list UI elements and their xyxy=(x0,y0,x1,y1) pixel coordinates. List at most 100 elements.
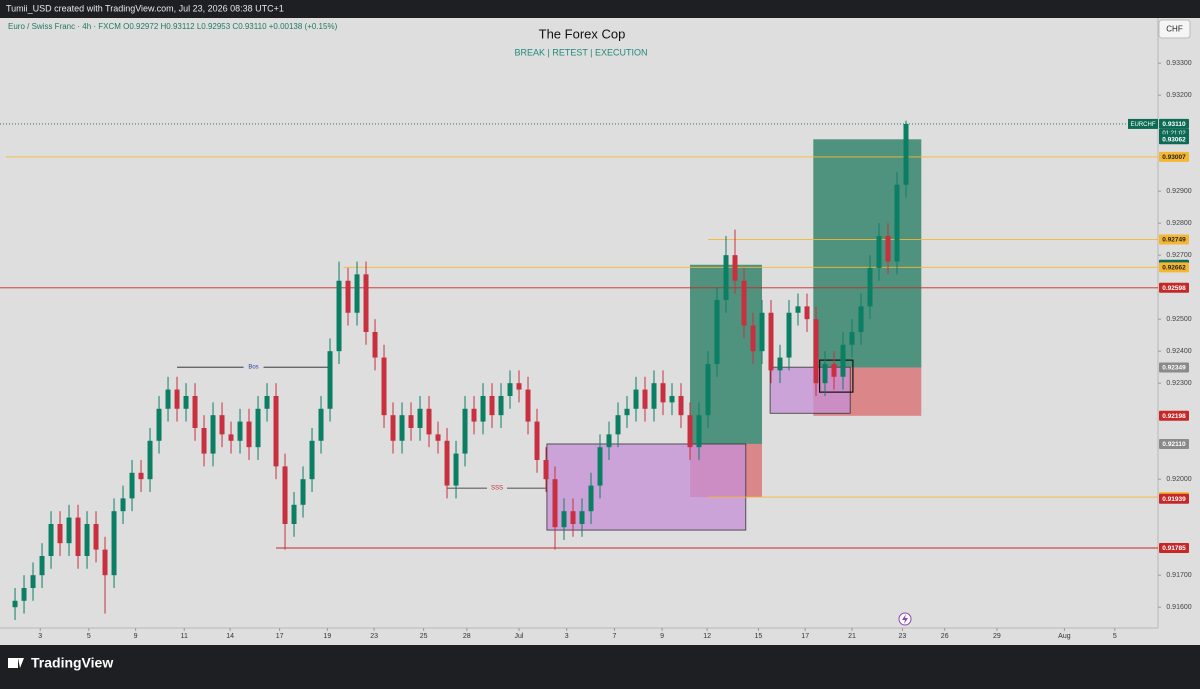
box xyxy=(819,359,854,393)
candle-body xyxy=(165,389,171,409)
candle-body xyxy=(246,421,252,448)
candle-body xyxy=(840,344,846,377)
candle-body xyxy=(885,235,891,262)
y-tick-label: 0.92700 xyxy=(1166,252,1191,259)
candle-body xyxy=(156,408,162,441)
candle-body xyxy=(21,587,27,601)
x-tick-label: Jul xyxy=(515,633,524,640)
candle-body xyxy=(30,575,36,588)
candle-body xyxy=(867,267,873,307)
candle-body xyxy=(822,363,828,384)
chart-area xyxy=(0,18,1200,645)
candle-body xyxy=(66,517,72,544)
price-label: 0.92749 xyxy=(1162,237,1186,244)
candle-body xyxy=(354,274,360,313)
x-tick-label: 17 xyxy=(801,633,809,640)
candle-body xyxy=(480,395,486,422)
candle-body xyxy=(714,299,720,364)
y-tick-label: 0.92000 xyxy=(1166,476,1191,483)
x-tick-label: 21 xyxy=(848,633,856,640)
y-tick-label: 0.92500 xyxy=(1166,316,1191,323)
x-tick-label: 7 xyxy=(612,633,616,640)
candle-body xyxy=(336,280,342,352)
price-label: 0.92198 xyxy=(1162,413,1186,420)
currency-button[interactable] xyxy=(1158,19,1191,39)
zone xyxy=(813,139,922,368)
candle-body xyxy=(741,280,747,326)
x-tick-label: 15 xyxy=(755,633,763,640)
candle-body xyxy=(687,415,693,448)
annotation-bg xyxy=(243,363,264,372)
candle-body xyxy=(633,389,639,409)
annotation-label: SSS xyxy=(491,486,503,492)
candle-body xyxy=(183,395,189,409)
annotation-bg xyxy=(486,484,507,493)
candle-body xyxy=(642,389,648,409)
price-label: 0.91785 xyxy=(1162,545,1186,552)
price-label: 0.93062 xyxy=(1162,137,1186,144)
candle-body xyxy=(570,511,576,524)
price-label-bg xyxy=(1159,234,1189,245)
y-tick-label: 0.92300 xyxy=(1166,380,1191,387)
candle-body xyxy=(624,408,630,416)
candle-body xyxy=(417,408,423,428)
price-label-bg xyxy=(1159,262,1189,273)
candle-body xyxy=(849,331,855,345)
candle-body xyxy=(444,440,450,486)
y-tick-label: 0.93200 xyxy=(1166,92,1191,99)
candle-body xyxy=(192,395,198,428)
candle-body xyxy=(597,447,603,486)
price-label: 0.92598 xyxy=(1162,285,1186,292)
candle-body xyxy=(462,408,468,454)
logo-mark xyxy=(18,658,24,668)
candle-body xyxy=(453,453,459,486)
y-tick-label: 0.91600 xyxy=(1166,604,1191,611)
candle-body xyxy=(129,472,135,499)
candle-body xyxy=(759,312,765,352)
currency-label: CHF xyxy=(1166,25,1183,34)
candle-body xyxy=(228,434,234,441)
candle-body xyxy=(282,466,288,524)
x-tick-label: 23 xyxy=(899,633,907,640)
candle-body xyxy=(291,504,297,524)
candle-body xyxy=(345,280,351,313)
candle-body xyxy=(858,306,864,332)
candle-body xyxy=(876,235,882,268)
candle-body xyxy=(750,325,756,352)
y-tick-label: 0.93300 xyxy=(1166,60,1191,67)
candle-body xyxy=(327,351,333,409)
symbol-info: Euro / Swiss Franc · 4h · FXCM O0.92972 … xyxy=(8,22,338,31)
x-tick-label: 9 xyxy=(660,633,664,640)
price-label: 0.93007 xyxy=(1162,154,1186,161)
x-tick-label: 3 xyxy=(38,633,42,640)
candle-body xyxy=(93,523,99,550)
candle-body xyxy=(615,415,621,435)
candle-body xyxy=(813,319,819,384)
candle-body xyxy=(534,421,540,460)
candle-body xyxy=(507,383,513,396)
logo-mark xyxy=(8,658,18,668)
candle-body xyxy=(273,395,279,467)
candle-body xyxy=(903,123,909,185)
price-label-bg xyxy=(1159,362,1189,373)
candle-body xyxy=(372,331,378,358)
price-label: 0.92662 xyxy=(1162,265,1186,272)
price-label-bg xyxy=(1159,542,1189,553)
symbol-tag: EURCHF xyxy=(1131,122,1156,128)
candle-body xyxy=(309,440,315,480)
candle-body xyxy=(255,408,261,448)
candle-body xyxy=(408,415,414,428)
candle-body xyxy=(579,511,585,524)
candle-body xyxy=(678,395,684,416)
candle-body xyxy=(696,415,702,448)
candle-body xyxy=(651,383,657,409)
alert-icon-bolt xyxy=(902,614,908,624)
zone xyxy=(546,443,747,531)
x-tick-label: 12 xyxy=(703,633,711,640)
x-tick-label: 3 xyxy=(565,633,569,640)
price-label-bg xyxy=(1159,438,1189,449)
candle-body xyxy=(660,383,666,403)
candle-body xyxy=(705,363,711,416)
candle-body xyxy=(489,395,495,416)
